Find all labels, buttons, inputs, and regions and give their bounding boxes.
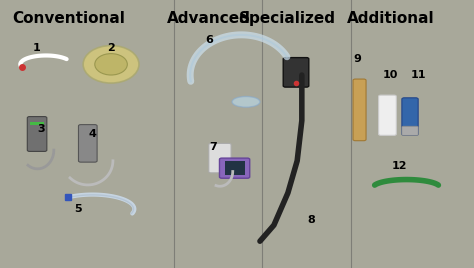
Text: 8: 8 <box>307 215 315 225</box>
Text: 5: 5 <box>75 204 82 214</box>
Text: Specialized: Specialized <box>239 11 337 26</box>
Text: Additional: Additional <box>346 11 434 26</box>
FancyBboxPatch shape <box>209 143 231 173</box>
FancyBboxPatch shape <box>379 95 396 135</box>
Text: 6: 6 <box>205 35 213 45</box>
Text: 9: 9 <box>354 54 362 64</box>
Text: 7: 7 <box>210 142 217 152</box>
Ellipse shape <box>232 96 260 107</box>
FancyBboxPatch shape <box>283 58 309 87</box>
Text: 11: 11 <box>410 70 426 80</box>
Bar <box>225 161 245 175</box>
FancyBboxPatch shape <box>219 158 250 178</box>
Text: 10: 10 <box>383 70 398 80</box>
Text: Advanced: Advanced <box>167 11 251 26</box>
FancyBboxPatch shape <box>402 98 418 135</box>
Text: 3: 3 <box>37 124 45 134</box>
FancyBboxPatch shape <box>79 125 97 162</box>
Text: 12: 12 <box>392 161 407 171</box>
FancyBboxPatch shape <box>402 126 418 135</box>
FancyBboxPatch shape <box>353 79 366 141</box>
Ellipse shape <box>83 46 139 83</box>
Text: 1: 1 <box>33 43 40 53</box>
Text: Conventional: Conventional <box>13 11 126 26</box>
Ellipse shape <box>95 54 128 75</box>
FancyBboxPatch shape <box>27 117 47 151</box>
Text: 2: 2 <box>107 43 115 53</box>
Bar <box>30 122 44 125</box>
Text: 4: 4 <box>89 129 96 139</box>
